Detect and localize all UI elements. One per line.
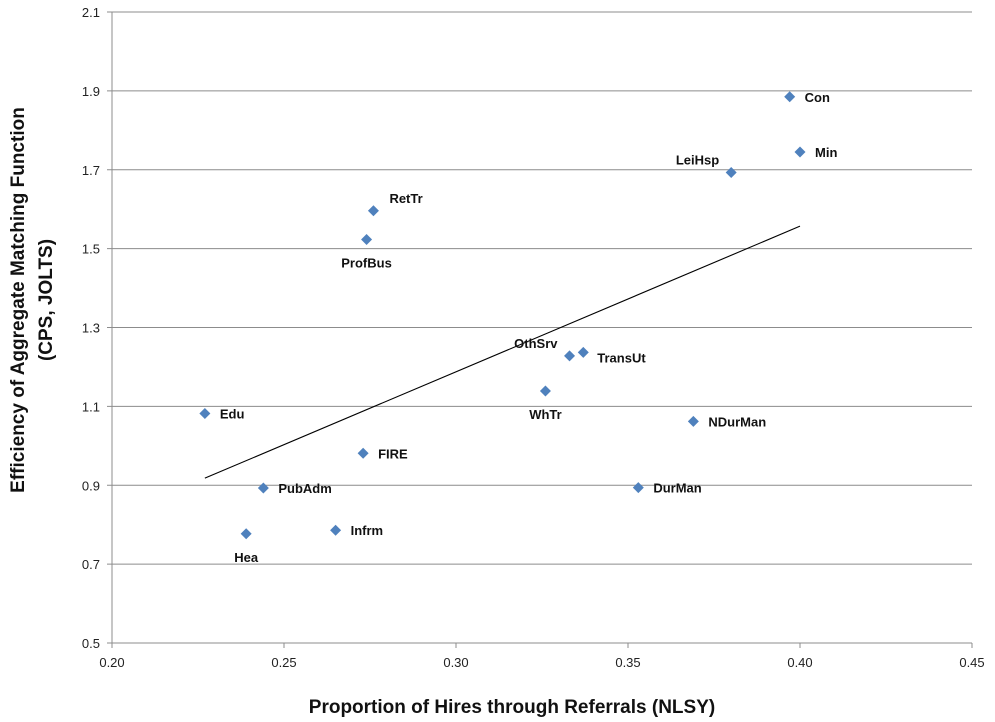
- y-tick-label: 1.9: [82, 84, 100, 99]
- x-tick-labels: 0.20 0.25 0.30 0.35 0.40 0.45: [99, 655, 984, 670]
- data-point-min: [794, 146, 806, 158]
- point-label-pubadm: PubAdm: [278, 481, 331, 496]
- data-point-othsrv: [564, 350, 576, 362]
- y-tick-label: 1.1: [82, 399, 100, 414]
- point-labels: Con Min LeiHsp RetTr ProfBus OthSrv TransUt WhT…: [220, 90, 838, 565]
- y-tick-label: 1.7: [82, 163, 100, 178]
- y-tick-label: 0.5: [82, 636, 100, 651]
- point-label-rettr: RetTr: [389, 191, 422, 206]
- y-tick-labels: 0.5 0.7 0.9 1.1 1.3 1.5 1.7 1.9 2.1: [82, 5, 100, 651]
- data-point-infrm: [330, 524, 342, 536]
- point-label-durman: DurMan: [653, 481, 701, 496]
- data-point-pubadm: [257, 482, 269, 494]
- y-axis-title-line2: (CPS, JOLTS): [36, 239, 57, 361]
- point-label-infrm: Infrm: [351, 523, 384, 538]
- data-point-leihsp: [725, 167, 737, 179]
- data-point-durman: [632, 482, 644, 494]
- data-points: [199, 91, 806, 540]
- point-label-min: Min: [815, 145, 837, 160]
- y-tick-label: 1.3: [82, 321, 100, 336]
- point-label-hea: Hea: [234, 550, 259, 565]
- point-label-othsrv: OthSrv: [514, 336, 558, 351]
- axes: [111, 12, 973, 648]
- data-point-fire: [357, 447, 369, 459]
- point-label-con: Con: [805, 90, 830, 105]
- x-axis-title: Proportion of Hires through Referrals (N…: [309, 697, 715, 718]
- point-label-edu: Edu: [220, 406, 245, 421]
- data-point-whtr: [539, 385, 551, 397]
- point-label-whtr: WhTr: [529, 407, 562, 422]
- data-point-hea: [240, 528, 252, 540]
- x-tick-label: 0.35: [615, 655, 640, 670]
- x-tick-label: 0.30: [443, 655, 468, 670]
- data-point-con: [784, 91, 796, 103]
- x-tick-label: 0.45: [959, 655, 984, 670]
- point-label-fire: FIRE: [378, 446, 408, 461]
- x-tick-label: 0.20: [99, 655, 124, 670]
- y-tick-label: 2.1: [82, 5, 100, 20]
- x-tick-label: 0.25: [271, 655, 296, 670]
- data-point-ndurman: [687, 415, 699, 427]
- y-axis-title-line1: Efficiency of Aggregate Matching Functio…: [8, 107, 29, 493]
- y-tick-label: 1.5: [82, 242, 100, 257]
- point-label-leihsp: LeiHsp: [676, 153, 719, 168]
- point-label-ndurman: NDurMan: [708, 414, 766, 429]
- y-tick-label: 0.7: [82, 557, 100, 572]
- y-axis-title: Efficiency of Aggregate Matching Functio…: [8, 107, 57, 493]
- data-point-profbus: [361, 234, 373, 246]
- point-label-transut: TransUt: [597, 350, 646, 365]
- data-point-transut: [577, 346, 589, 358]
- trendline: [204, 225, 801, 479]
- data-point-edu: [199, 407, 211, 419]
- y-tick-label: 0.9: [82, 478, 100, 493]
- x-tick-label: 0.40: [787, 655, 812, 670]
- trendline-group: [204, 225, 801, 479]
- gridlines: [107, 11, 972, 644]
- point-label-profbus: ProfBus: [341, 256, 392, 271]
- data-point-rettr: [367, 205, 379, 217]
